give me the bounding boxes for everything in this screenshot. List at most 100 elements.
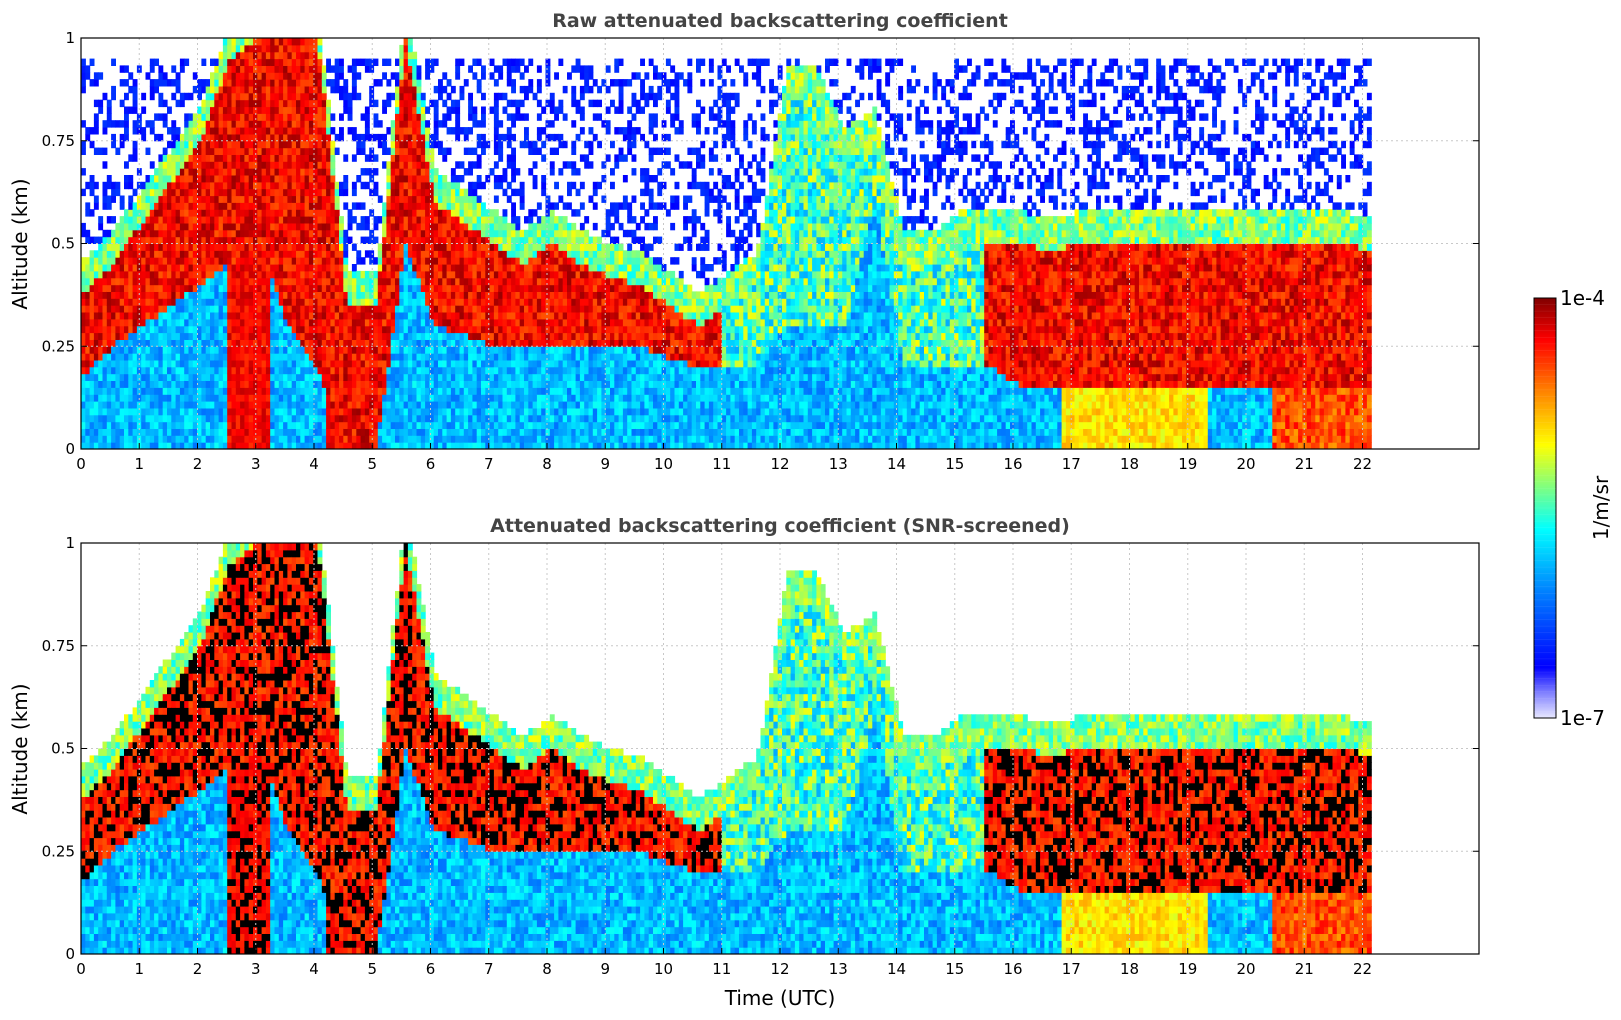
heatmap-cell <box>240 106 245 114</box>
heatmap-cell <box>412 106 418 114</box>
heatmap-cell <box>253 298 258 306</box>
heatmap-cell <box>89 284 95 292</box>
heatmap-cell <box>386 236 392 244</box>
heatmap-cell <box>210 209 215 217</box>
heatmap-cell <box>313 387 319 395</box>
heatmap-cell <box>485 325 491 334</box>
heatmap-cell <box>429 346 435 354</box>
heatmap-cell <box>321 216 327 224</box>
heatmap-cell <box>210 92 215 101</box>
heatmap-cell <box>283 373 288 381</box>
heatmap-cell <box>231 428 237 436</box>
heatmap-cell <box>287 380 293 388</box>
heatmap-cell <box>171 277 177 286</box>
heatmap-cell <box>274 442 280 449</box>
heatmap-cell <box>399 147 405 155</box>
heatmap-cell <box>403 332 409 340</box>
heatmap-cell <box>283 181 288 190</box>
heatmap-cell <box>274 421 280 429</box>
heatmap-cell <box>304 339 310 347</box>
heatmap-cell <box>442 291 448 299</box>
heatmap-cell <box>476 373 482 381</box>
heatmap-cell <box>231 51 237 60</box>
heatmap-cell <box>364 106 370 114</box>
heatmap-cell <box>339 346 344 354</box>
heatmap-cell <box>339 421 344 429</box>
heatmap-cell <box>162 250 168 258</box>
heatmap-cell <box>468 428 473 436</box>
heatmap-cell <box>119 325 125 334</box>
heatmap-cell <box>201 346 207 354</box>
heatmap-cell <box>231 305 237 313</box>
heatmap-cell <box>205 366 211 375</box>
heatmap-cell <box>450 435 456 443</box>
heatmap-cell <box>89 380 95 388</box>
heatmap-cell <box>184 380 190 388</box>
heatmap-cell <box>270 264 276 272</box>
heatmap-cell <box>493 229 499 238</box>
heatmap-cell <box>278 435 284 443</box>
heatmap-cell <box>231 140 237 149</box>
heatmap-cell <box>231 332 237 340</box>
heatmap-cell <box>188 236 194 244</box>
heatmap-cell <box>205 161 211 169</box>
heatmap-cell <box>493 414 499 423</box>
heatmap-cell <box>81 332 86 340</box>
heatmap-cell <box>240 435 245 443</box>
heatmap-cell <box>373 387 379 395</box>
heatmap-cell <box>395 353 400 361</box>
heatmap-cell <box>257 113 263 121</box>
heatmap-cell <box>317 181 323 190</box>
heatmap-cell <box>197 250 202 258</box>
heatmap-cell <box>244 264 250 272</box>
heatmap-cell <box>334 270 340 279</box>
heatmap-cell <box>425 229 430 238</box>
heatmap-cell <box>412 168 418 176</box>
heatmap-cell <box>429 312 435 320</box>
heatmap-cell <box>326 359 331 368</box>
heatmap-cell <box>192 209 198 217</box>
heatmap-cell <box>450 236 456 244</box>
heatmap-cell <box>356 359 362 368</box>
heatmap-cell <box>261 44 267 53</box>
heatmap-cell <box>308 366 314 375</box>
heatmap-cell <box>274 236 280 244</box>
heatmap-cell <box>261 202 267 210</box>
heatmap-cell <box>438 229 443 238</box>
heatmap-cell <box>403 222 409 231</box>
heatmap-cell <box>407 161 413 169</box>
heatmap-cell <box>179 414 185 423</box>
heatmap-cell <box>240 236 245 244</box>
heatmap-cell <box>132 305 138 313</box>
heatmap-cell <box>175 277 181 286</box>
heatmap-cell <box>278 195 284 203</box>
heatmap-cell <box>85 332 91 340</box>
heatmap-cell <box>493 99 499 108</box>
heatmap-cell <box>351 277 357 286</box>
heatmap-cell <box>197 277 202 286</box>
heatmap-cell <box>506 442 512 449</box>
heatmap-cell <box>158 202 164 210</box>
heatmap-cell <box>158 209 164 217</box>
heatmap-cell <box>257 175 263 183</box>
heatmap-cell <box>356 291 362 299</box>
heatmap-cell <box>162 291 168 299</box>
heatmap-cell <box>124 175 129 183</box>
heatmap-cell <box>308 421 314 429</box>
heatmap-cell <box>218 291 224 299</box>
heatmap-cell <box>317 353 323 361</box>
heatmap-cell <box>291 229 297 238</box>
heatmap-cell <box>287 401 293 409</box>
heatmap-cell <box>481 394 486 402</box>
heatmap-cell <box>296 284 301 292</box>
heatmap-cell <box>89 298 95 306</box>
heatmap-cell <box>296 291 301 299</box>
heatmap-cell <box>93 428 99 436</box>
heatmap-cell <box>425 175 430 183</box>
heatmap-cell <box>167 154 172 162</box>
heatmap-cell <box>218 51 224 60</box>
heatmap-cell <box>248 312 254 320</box>
heatmap-cell <box>446 353 452 361</box>
heatmap-cell <box>446 222 452 231</box>
heatmap-cell <box>438 181 443 190</box>
